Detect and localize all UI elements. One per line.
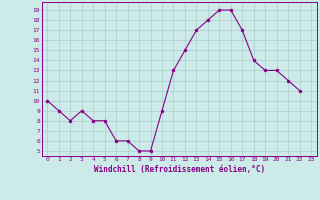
X-axis label: Windchill (Refroidissement éolien,°C): Windchill (Refroidissement éolien,°C) [94, 165, 265, 174]
